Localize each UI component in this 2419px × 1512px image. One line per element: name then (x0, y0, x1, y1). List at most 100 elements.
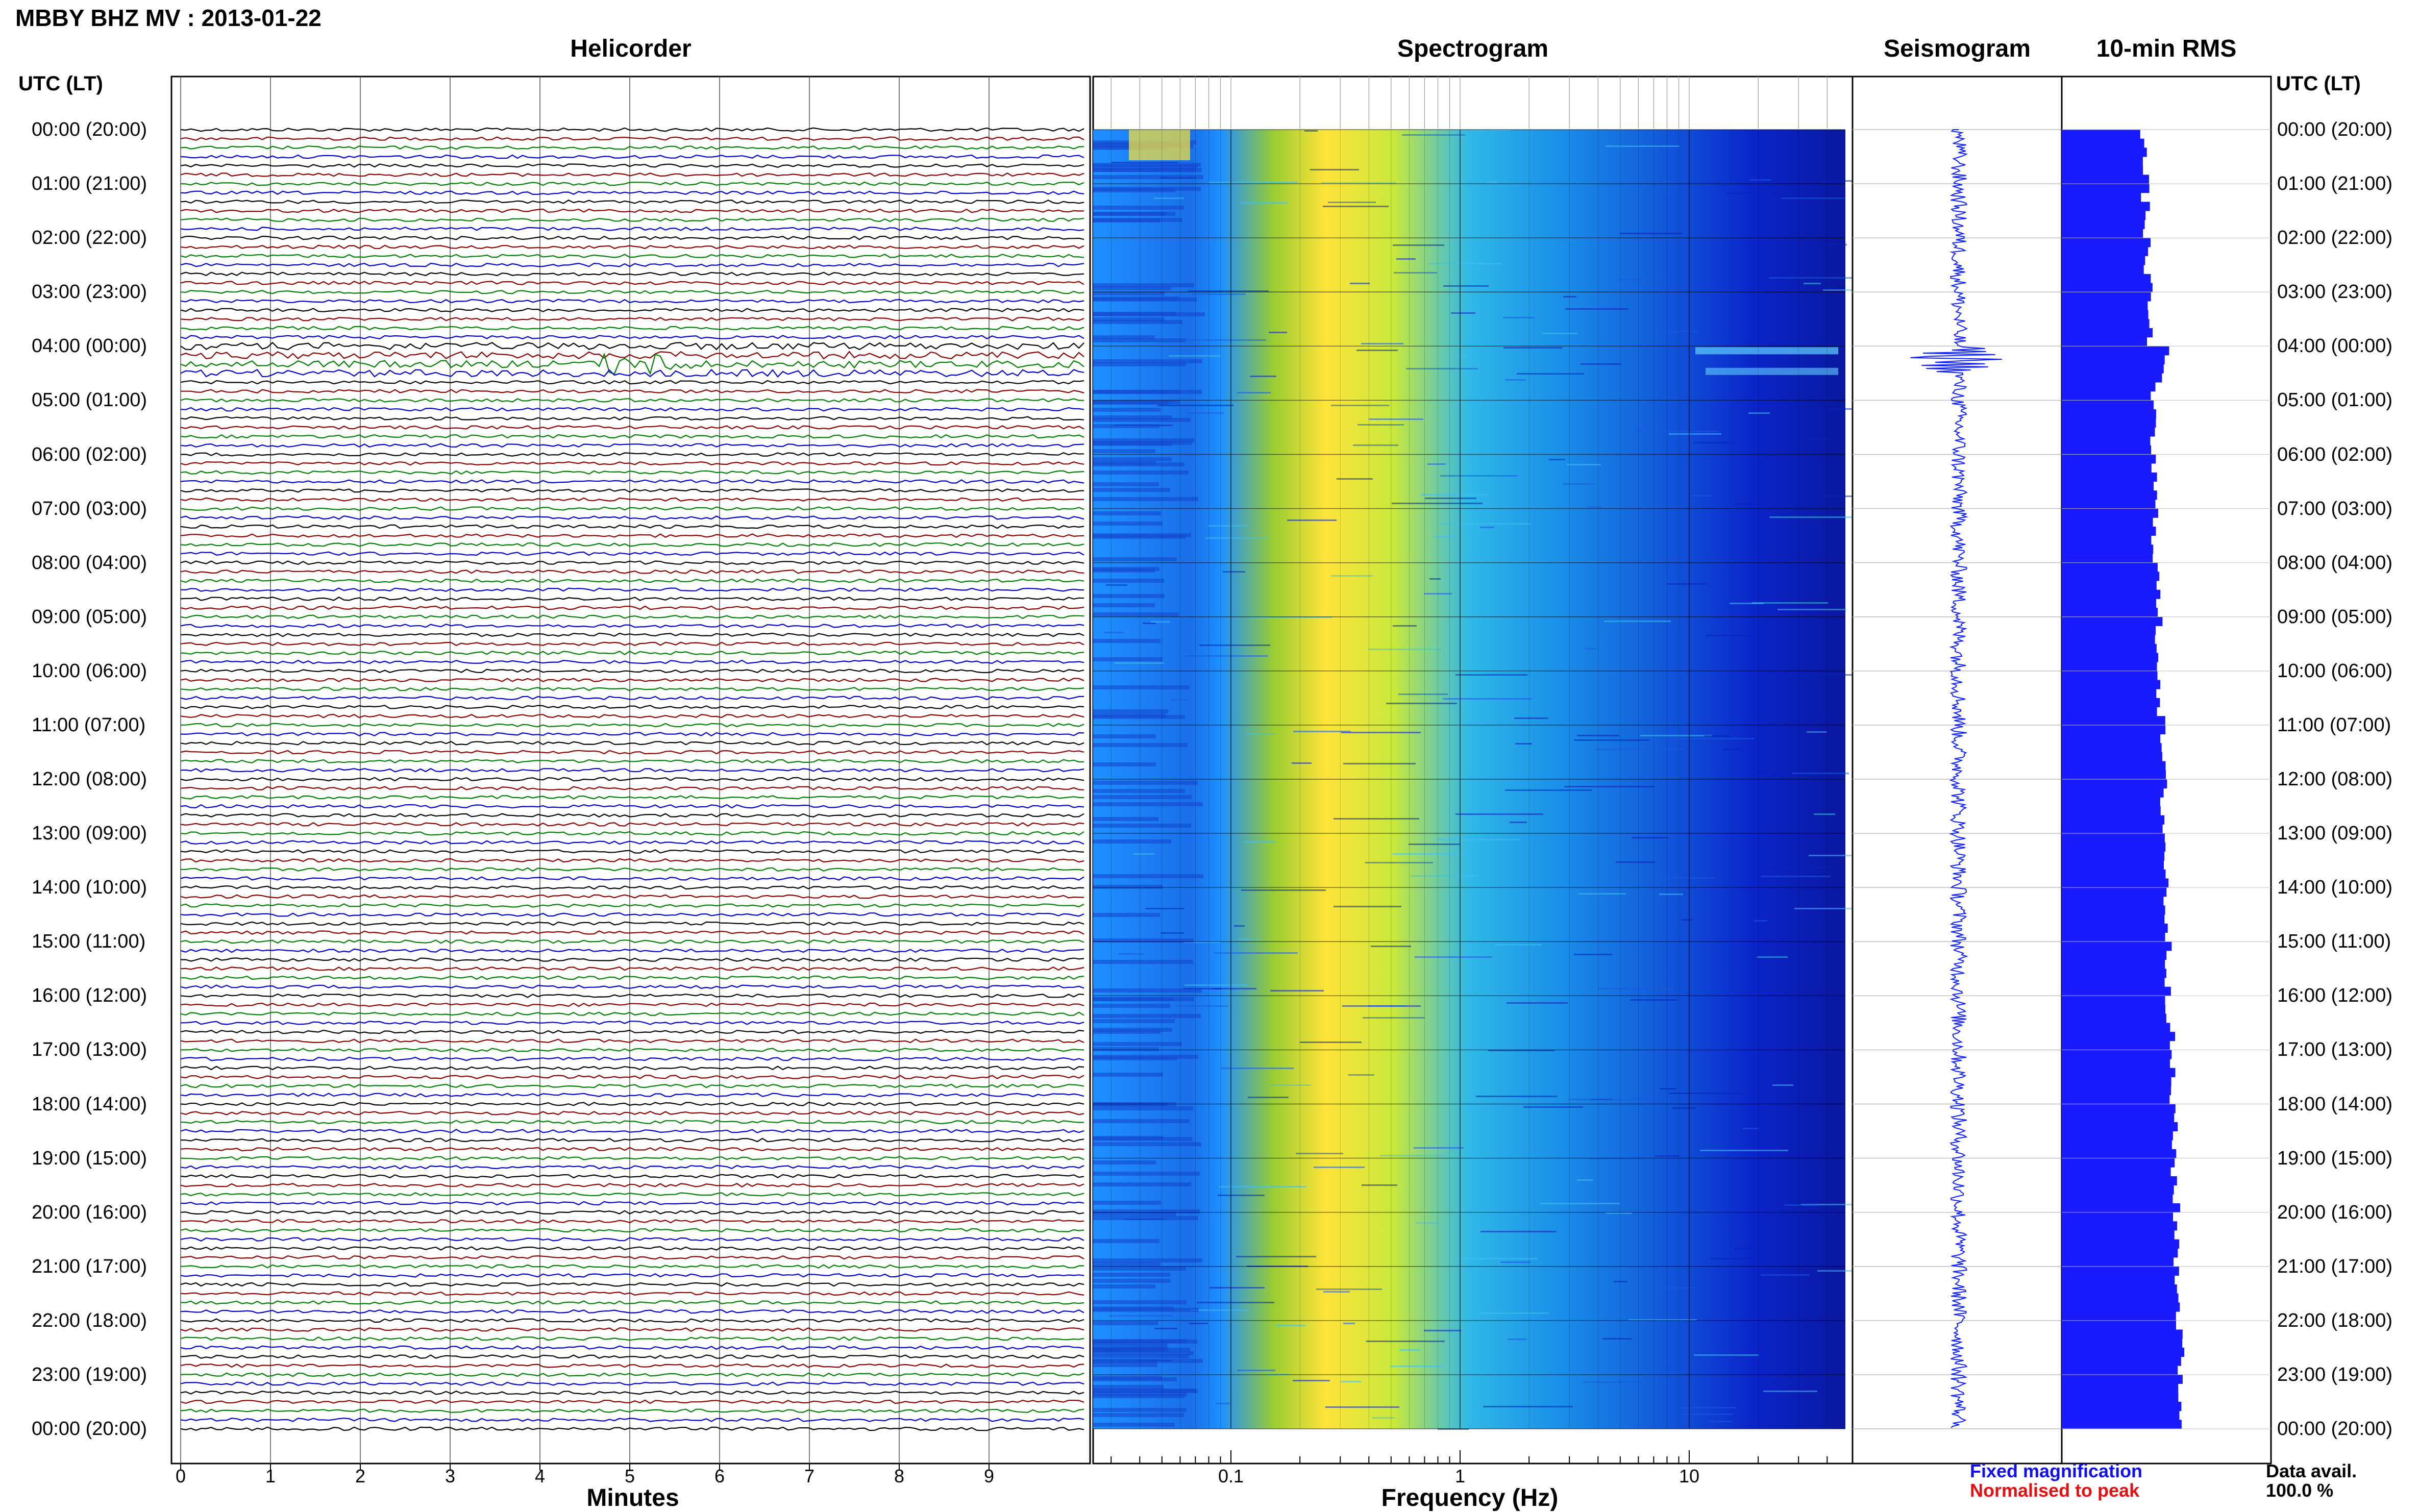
spectrogram-streak (1356, 350, 1398, 351)
rms-bar (2062, 1104, 2176, 1113)
rms-bar (2062, 157, 2143, 166)
helicorder-trace (180, 1038, 1084, 1044)
helicorder-trace (180, 172, 1084, 177)
helicorder-trace (180, 686, 1084, 691)
rms-bar (2062, 914, 2165, 924)
rms-bar (2062, 1339, 2183, 1348)
time-label-right: 20:00 (16:00) (2277, 1201, 2393, 1223)
seismogram-plot (1852, 76, 2063, 1465)
rms-bar (2062, 1257, 2174, 1267)
spectrogram-streak (1563, 296, 1576, 298)
helicorder-trace (180, 740, 1084, 746)
rms-bar (2062, 680, 2161, 689)
spectrogram-lowband (1093, 438, 1195, 442)
helicorder-trace (180, 696, 1084, 701)
spectrogram-streak (1583, 1381, 1667, 1383)
spectrogram-streak (1112, 162, 1178, 163)
utc-header-right: UTC (LT) (2276, 72, 2361, 95)
spectrogram-lowband (1093, 1212, 1176, 1216)
spectrogram-streak (1369, 418, 1423, 420)
rms-bar (2062, 184, 2150, 193)
rms-bar (2062, 581, 2157, 590)
rms-bar (2062, 1402, 2182, 1411)
rms-bar (2062, 1248, 2178, 1258)
spectrogram-lowband (1093, 218, 1182, 222)
spectrogram-lowband (1093, 657, 1163, 661)
rms-bar (2062, 219, 2145, 229)
spectrogram-streak (1785, 674, 1870, 676)
spectrogram-lowband (1093, 639, 1161, 643)
spectrogram-lowband (1093, 1262, 1161, 1266)
spectrogram-lowband (1093, 283, 1194, 287)
helicorder-trace (180, 145, 1084, 150)
rms-bar (2062, 418, 2156, 428)
spectrogram-streak (1589, 1158, 1646, 1159)
rms-bar (2062, 1284, 2177, 1294)
spectrogram-lowband (1093, 462, 1184, 466)
spectrogram-streak (1804, 283, 1821, 284)
spectrogram-streak (1500, 1261, 1531, 1263)
spectrogram-streak (1357, 424, 1404, 426)
time-label-right: 18:00 (14:00) (2277, 1093, 2393, 1115)
spectrogram-streak (1300, 1042, 1362, 1043)
time-label-left: 09:00 (05:00) (32, 606, 147, 628)
helicorder-trace (180, 912, 1084, 917)
spectrogram-streak (1331, 405, 1389, 406)
spectrogram-lowband (1093, 1392, 1187, 1396)
rms-bar (2062, 526, 2156, 536)
time-label-right: 16:00 (12:00) (2277, 985, 2393, 1007)
rms-bar (2062, 355, 2165, 365)
spectrogram-streak (1221, 1068, 1294, 1069)
spectrogram-streak (1495, 944, 1542, 946)
spectrogram-streak (1183, 988, 1221, 989)
spectrogram-streak (1248, 1097, 1289, 1098)
helicorder-trace (180, 227, 1084, 231)
helicorder-trace (180, 551, 1084, 556)
spectrogram-lowband (1093, 449, 1155, 453)
spectrogram-lowband (1093, 715, 1185, 719)
helicorder-trace (180, 831, 1084, 836)
spectrogram-streak (1398, 693, 1448, 695)
spectrogram-streak (1564, 786, 1655, 787)
helicorder-trace (180, 425, 1084, 430)
time-label-right: 10:00 (06:00) (2277, 660, 2393, 682)
spectrogram-streak (1434, 536, 1455, 537)
spectrogram-title: Spectrogram (1397, 35, 1549, 62)
spectrogram-lowband (1093, 1019, 1175, 1023)
minute-tick-label: 9 (983, 1466, 995, 1486)
spectrogram-streak (1440, 475, 1518, 477)
minute-tick-label: 3 (445, 1466, 456, 1486)
spectrogram-event (1706, 367, 1838, 375)
rms-bar (2062, 292, 2151, 302)
helicorder-trace (180, 767, 1084, 773)
spectrogram-lowband (1093, 1423, 1175, 1427)
spectrogram-streak (1424, 593, 1452, 594)
spectrogram-streak (1368, 1005, 1406, 1007)
helicorder-trace (180, 1318, 1084, 1323)
spectrogram-lowband (1093, 1351, 1194, 1355)
helicorder-trace (180, 885, 1084, 890)
helicorder-trace (180, 217, 1084, 222)
spectrogram-lowband (1093, 1389, 1198, 1393)
minute-tick-label: 8 (894, 1466, 905, 1486)
spectrogram-streak (1109, 1315, 1173, 1317)
time-label-left: 13:00 (09:00) (32, 823, 147, 845)
spectrogram-streak (1657, 1287, 1695, 1288)
rms-bar (2062, 463, 2152, 473)
time-label-left: 04:00 (00:00) (32, 335, 147, 357)
rms-bar (2062, 824, 2163, 834)
rms-bar (2062, 743, 2162, 753)
helicorder-trace (180, 542, 1084, 547)
spectrogram-streak (1774, 1383, 1805, 1384)
helicorder-trace (180, 1192, 1084, 1197)
spectrogram-streak (1362, 1184, 1397, 1186)
rms-bar (2062, 599, 2156, 608)
spectrogram-streak (1597, 988, 1675, 989)
spectrogram-streak (1212, 988, 1256, 989)
spectrogram-streak (1386, 703, 1457, 704)
spectrogram-lowband (1093, 743, 1188, 747)
time-label-right: 11:00 (07:00) (2277, 714, 2391, 736)
spectrogram-streak (1396, 258, 1416, 260)
time-label-left: 08:00 (04:00) (32, 552, 147, 574)
